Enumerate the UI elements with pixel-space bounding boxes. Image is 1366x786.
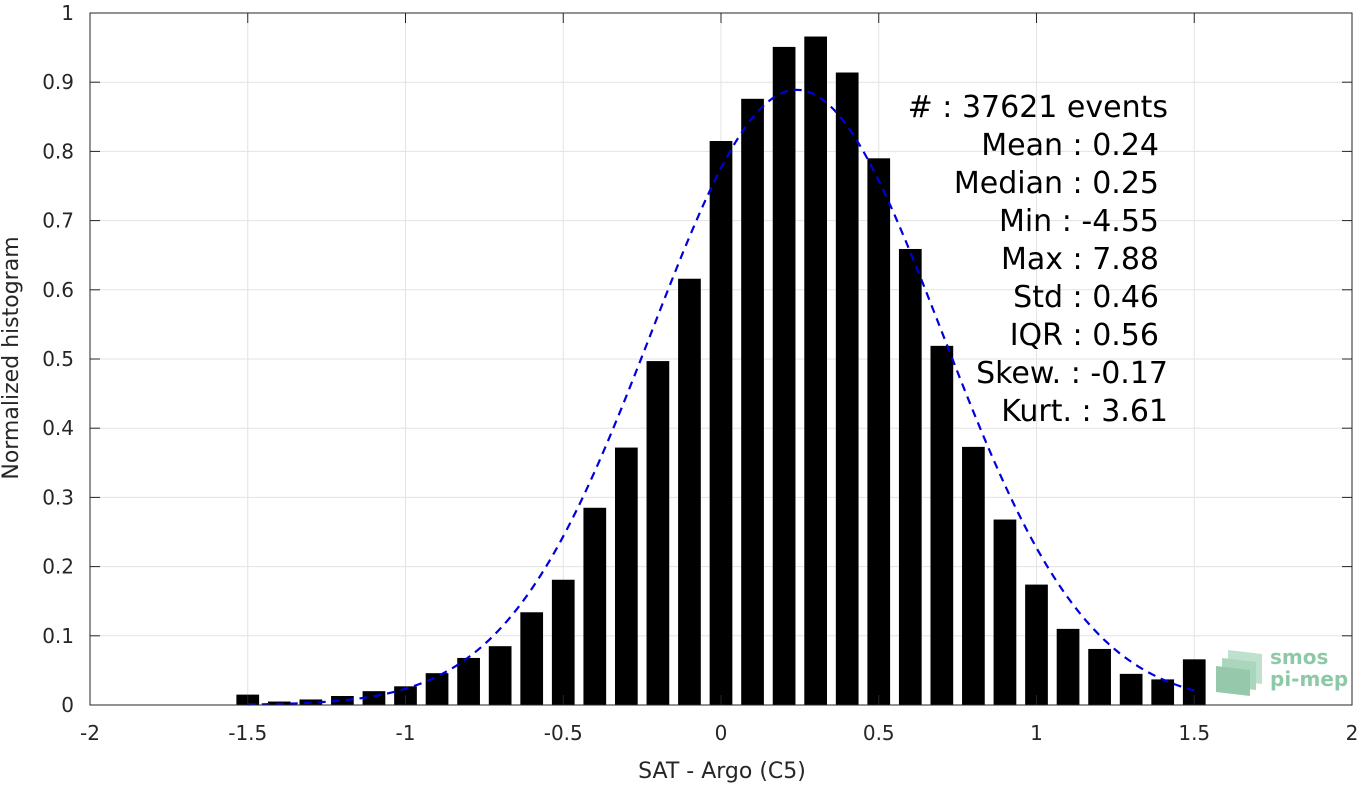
x-tick-label: -0.5 — [544, 721, 583, 745]
logo-line-2: pi-mep — [1270, 667, 1348, 691]
x-tick-label: -2 — [80, 721, 100, 745]
histogram-bar — [1119, 673, 1143, 705]
y-tick-label: 0.8 — [42, 139, 74, 163]
histogram-bar — [646, 361, 670, 705]
histogram-bar — [678, 278, 701, 705]
stat-skew: Skew. : -0.17 — [976, 356, 1168, 391]
stat-kurt: Kurt. : 3.61 — [1001, 394, 1168, 429]
statistics-panel: # : 37621 events Mean : 0.24 Median : 0.… — [908, 90, 1168, 429]
histogram-bar — [614, 447, 638, 705]
histogram-bar — [551, 579, 575, 705]
histogram-bar — [867, 158, 891, 705]
histogram-bar — [962, 446, 985, 705]
histogram-bar — [741, 98, 764, 706]
x-tick-label: 0.5 — [863, 721, 895, 745]
y-axis-label: Normalized histogram — [0, 236, 24, 479]
stat-min: Min : -4.55 — [999, 204, 1159, 239]
histogram-bar — [331, 696, 354, 705]
x-tick-labels: -2 -1.5 -1 -0.5 0 0.5 1 1.5 2 — [80, 721, 1358, 745]
stat-max: Max : 7.88 — [1001, 242, 1159, 277]
y-tick-label: 0.2 — [42, 555, 74, 579]
y-tick-labels: 0 0.1 0.2 0.3 0.4 0.5 0.6 0.7 0.8 0.9 1 — [42, 1, 74, 717]
histogram-bar — [804, 36, 828, 705]
histogram-bar — [520, 612, 544, 705]
axes — [89, 12, 1353, 706]
histogram-bar — [772, 46, 796, 705]
histogram-bar — [583, 507, 607, 705]
gaussian-fit-curve — [247, 88, 1195, 706]
x-tick-label: -1 — [396, 721, 416, 745]
stat-mean: Mean : 0.24 — [981, 128, 1159, 163]
stat-events: # : 37621 events — [908, 90, 1168, 125]
histogram-bar — [1025, 584, 1048, 705]
smos-pi-mep-logo: smos pi-mep — [1216, 645, 1348, 696]
y-tick-label: 0.3 — [42, 485, 74, 509]
y-tick-label: 1 — [61, 1, 74, 25]
histogram-bar — [1056, 628, 1080, 705]
x-tick-label: 0 — [715, 721, 728, 745]
x-tick-label: 1 — [1030, 721, 1043, 745]
y-tick-label: 0.1 — [42, 624, 74, 648]
histogram-bar — [1182, 659, 1206, 705]
histogram-bar — [1088, 648, 1111, 705]
histogram-bar — [1151, 679, 1175, 705]
x-tick-label: 1.5 — [1178, 721, 1210, 745]
y-tick-label: 0.6 — [42, 278, 74, 302]
x-tick-label: 2 — [1346, 721, 1359, 745]
histogram-bar — [835, 72, 859, 705]
stat-std: Std : 0.46 — [1013, 280, 1159, 315]
x-axis-label: SAT - Argo (C5) — [638, 759, 806, 784]
stat-iqr: IQR : 0.56 — [1010, 318, 1159, 353]
logo-line-1: smos — [1270, 645, 1328, 669]
y-tick-label: 0.7 — [42, 209, 74, 233]
logo-icon — [1216, 650, 1262, 696]
histogram-bar — [457, 657, 480, 705]
y-tick-label: 0 — [61, 693, 74, 717]
histogram-bar — [993, 519, 1017, 705]
x-tick-label: -1.5 — [228, 721, 267, 745]
histogram-bar — [425, 673, 449, 705]
histogram-bar — [930, 345, 954, 705]
histogram-bar — [709, 141, 733, 705]
histogram-bar — [898, 248, 922, 706]
stat-median: Median : 0.25 — [954, 166, 1159, 201]
histogram-bars — [236, 36, 1206, 706]
y-tick-label: 0.4 — [42, 416, 74, 440]
y-tick-label: 0.9 — [42, 70, 74, 94]
y-tick-label: 0.5 — [42, 347, 74, 371]
histogram-bar — [488, 646, 512, 705]
